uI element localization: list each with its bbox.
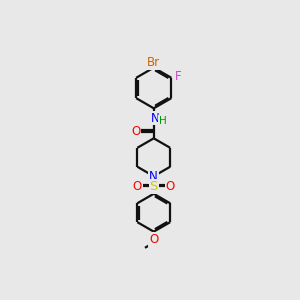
Text: N: N <box>149 170 158 183</box>
Text: Br: Br <box>147 56 160 69</box>
Text: O: O <box>131 125 140 138</box>
Text: S: S <box>150 180 158 193</box>
Text: O: O <box>149 233 158 246</box>
Text: F: F <box>175 70 181 83</box>
Text: H: H <box>159 116 167 126</box>
Text: O: O <box>133 180 142 193</box>
Text: O: O <box>166 180 175 193</box>
Text: N: N <box>151 112 159 124</box>
